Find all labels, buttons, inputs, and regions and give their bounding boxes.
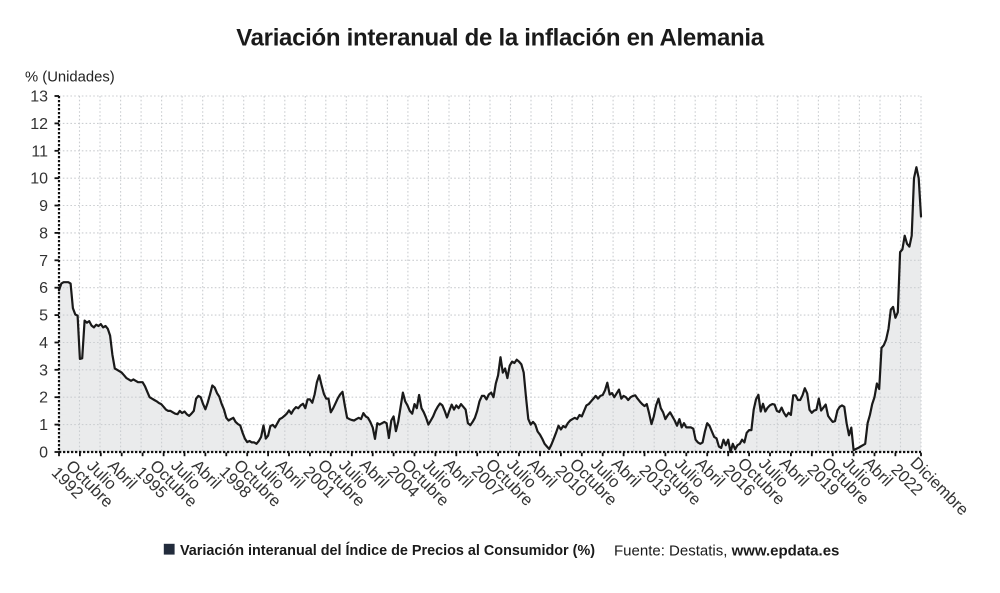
svg-text:13: 13 — [30, 89, 48, 106]
svg-text:9: 9 — [39, 198, 48, 215]
svg-text:% (Unidades): % (Unidades) — [25, 70, 115, 86]
svg-text:4: 4 — [39, 335, 48, 352]
svg-text:3: 3 — [39, 362, 48, 379]
svg-text:8: 8 — [39, 225, 48, 242]
svg-text:7: 7 — [39, 253, 48, 270]
svg-text:Fuente: Destatis, www.epdata.e: Fuente: Destatis, www.epdata.es — [614, 543, 839, 560]
svg-text:Variación interanual de la inf: Variación interanual de la inflación en … — [236, 25, 764, 52]
svg-text:12: 12 — [30, 116, 48, 133]
svg-text:11: 11 — [31, 143, 48, 160]
svg-text:2: 2 — [39, 390, 48, 407]
svg-text:10: 10 — [30, 171, 48, 188]
svg-text:1: 1 — [39, 417, 48, 434]
svg-text:6: 6 — [39, 280, 48, 297]
svg-text:5: 5 — [39, 308, 48, 325]
svg-text:Variación interanual del Índic: Variación interanual del Índice de Preci… — [180, 542, 595, 559]
svg-text:0: 0 — [39, 445, 48, 462]
